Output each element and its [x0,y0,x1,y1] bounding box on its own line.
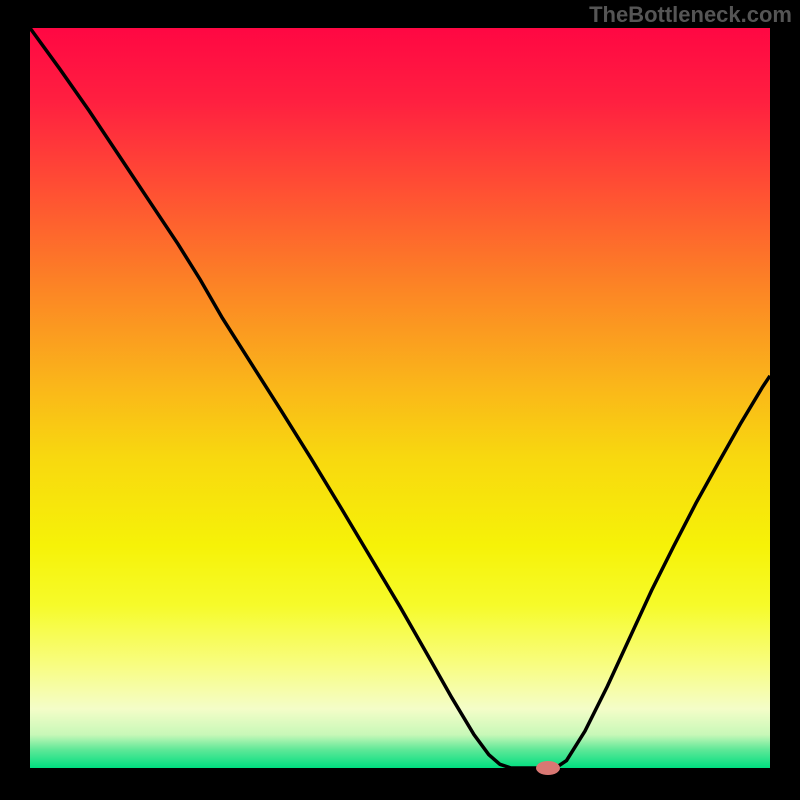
chart-canvas [0,0,800,800]
bottleneck-chart: TheBottleneck.com [0,0,800,800]
optimal-point-marker [536,761,560,775]
watermark-text: TheBottleneck.com [589,2,792,28]
plot-background [30,28,770,768]
